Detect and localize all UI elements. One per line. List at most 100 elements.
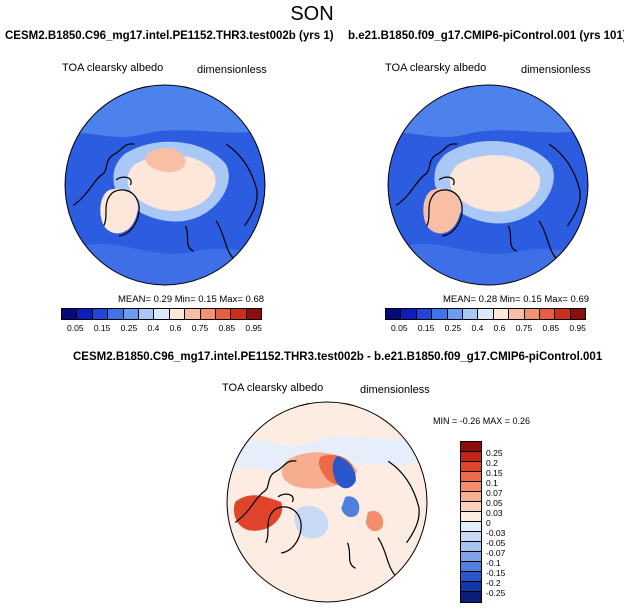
colorbar-swatch <box>461 462 481 472</box>
panel1-stats: MEAN= 0.29 Min= 0.15 Max= 0.68 <box>118 294 265 305</box>
colorbar-tick: -0.15 <box>486 568 506 578</box>
panel2-coastline-greenland <box>426 189 463 237</box>
colorbar-swatch <box>461 452 481 462</box>
panel2-north-band <box>388 85 588 140</box>
panel2-polar-map <box>387 84 589 286</box>
colorbar-swatch <box>401 309 417 319</box>
colorbar-swatch <box>461 572 481 582</box>
colorbar-swatch <box>200 309 216 319</box>
colorbar-tick: 0.2 <box>486 458 498 468</box>
diff-units-label: dimensionless <box>360 384 430 396</box>
panel1-sea-ice-peak <box>145 147 186 173</box>
colorbar-swatch <box>92 309 109 319</box>
colorbar-swatch <box>461 562 481 572</box>
colorbar-tick: 0.25 <box>444 323 462 333</box>
panel2-stats: MEAN= 0.28 Min= 0.15 Max= 0.69 <box>443 294 590 305</box>
colorbar-swatch <box>461 502 481 512</box>
diff-positive-scandinavia <box>365 510 384 532</box>
colorbar-tick: -0.2 <box>486 578 501 588</box>
panel1-greenland <box>100 188 138 234</box>
diff-coastline-siberia <box>387 460 420 544</box>
panel1-polar-map <box>64 84 266 286</box>
panel1-north-band <box>65 85 265 140</box>
colorbar-swatch <box>185 309 201 319</box>
panel1-sea-ice-high <box>127 154 216 211</box>
colorbar-swatch <box>509 309 525 319</box>
colorbar-swatch <box>62 309 78 319</box>
colorbar-tick: 0.15 <box>417 323 435 333</box>
colorbar-tick: 0.75 <box>191 323 209 333</box>
panel1-colorbar-ticks: 0.05 0.15 0.25 0.4 0.6 0.75 0.85 0.95 <box>67 323 262 333</box>
colorbar-tick: 0.05 <box>486 498 503 508</box>
colorbar-swatch <box>461 592 481 602</box>
diff-coastline-a <box>277 493 294 503</box>
panel2-units-label: dimensionless <box>521 64 591 76</box>
colorbar-tick: 0.95 <box>569 323 586 333</box>
colorbar-swatch <box>461 552 481 562</box>
panel1-coastline-canada <box>72 143 135 206</box>
colorbar-tick: 0.85 <box>542 323 560 333</box>
colorbar-swatch <box>461 442 481 452</box>
colorbar-tick: 0.25 <box>486 448 503 458</box>
colorbar-tick: 0.03 <box>486 508 503 518</box>
colorbar-swatch <box>447 309 463 319</box>
colorbar-tick: 0.05 <box>67 323 84 333</box>
colorbar-swatch <box>416 309 433 319</box>
colorbar-swatch <box>154 309 170 319</box>
colorbar-swatch <box>461 532 481 542</box>
colorbar-swatch <box>246 309 262 319</box>
colorbar-tick: -0.05 <box>486 538 506 548</box>
panel1-units-label: dimensionless <box>197 64 267 76</box>
diff-positive-canada <box>233 495 283 531</box>
panel1-header: CESM2.B1850.C96_mg17.intel.PE1152.THR3.t… <box>5 30 334 42</box>
colorbar-swatch <box>231 309 247 319</box>
colorbar-tick: 0.07 <box>486 488 503 498</box>
panel2-sea-ice-high <box>449 155 541 212</box>
colorbar-swatch <box>386 309 402 319</box>
colorbar-swatch <box>461 482 481 492</box>
panel1-coastline-siberia <box>225 143 258 227</box>
panel1-colorbar <box>61 308 262 320</box>
colorbar-tick: 0.1 <box>486 478 498 488</box>
colorbar-tick: 0.6 <box>493 323 506 333</box>
diff-negative-barents <box>341 496 360 518</box>
colorbar-tick: 0.25 <box>120 323 138 333</box>
colorbar-swatch <box>123 309 139 319</box>
panel1-coastline-a <box>115 176 132 186</box>
colorbar-swatch <box>138 309 155 319</box>
colorbar-tick: 0.95 <box>245 323 262 333</box>
diff-polar-map <box>226 401 428 603</box>
colorbar-swatch <box>539 309 556 319</box>
colorbar-swatch <box>461 542 481 552</box>
panel1-coastline-greenland <box>103 189 140 237</box>
panel2-coastline-canada <box>395 143 458 206</box>
panel1-coastline-europe <box>184 225 194 252</box>
colorbar-tick: 0 <box>486 518 491 528</box>
colorbar-swatch <box>461 582 481 592</box>
panel2-coastline-siberia <box>548 143 581 227</box>
panel2-header: b.e21.B1850.f09_g17.CMIP6-piControl.001 … <box>348 30 624 42</box>
diff-variable-label: TOA clearsky albedo <box>222 382 324 394</box>
colorbar-swatch <box>77 309 93 319</box>
panel2-colorbar-ticks: 0.05 0.15 0.25 0.4 0.6 0.75 0.85 0.95 <box>391 323 586 333</box>
colorbar-swatch <box>432 309 448 319</box>
colorbar-tick: -0.07 <box>486 548 506 558</box>
diff-header: CESM2.B1850.C96_mg17.intel.PE1152.THR3.t… <box>73 351 603 363</box>
panel2-coastline-europe <box>507 225 517 252</box>
panel2-variable-label: TOA clearsky albedo <box>385 62 487 74</box>
colorbar-swatch <box>478 309 494 319</box>
colorbar-tick: -0.1 <box>486 558 501 568</box>
colorbar-swatch <box>169 309 186 319</box>
colorbar-tick: -0.25 <box>486 588 506 598</box>
colorbar-tick: -0.03 <box>486 528 506 538</box>
colorbar-swatch <box>462 309 479 319</box>
colorbar-tick: 0.05 <box>391 323 408 333</box>
panel2-coastline-a <box>438 176 455 186</box>
colorbar-swatch <box>461 512 481 522</box>
colorbar-swatch <box>493 309 510 319</box>
colorbar-tick: 0.15 <box>93 323 111 333</box>
diff-coastline-europe <box>346 542 356 569</box>
diff-minmax: MIN = -0.26 MAX = 0.26 <box>433 416 531 426</box>
colorbar-swatch <box>461 492 481 502</box>
colorbar-swatch <box>555 309 571 319</box>
